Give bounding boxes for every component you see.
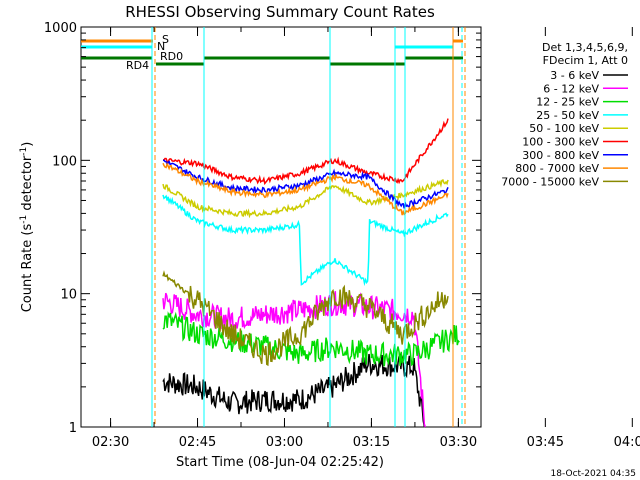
y-tick-label: 1000 xyxy=(44,21,77,36)
state-label: N xyxy=(157,40,165,53)
x-tick-label: 03:45 xyxy=(527,435,564,450)
plot-frame xyxy=(80,26,482,428)
legend-label: 7000 - 15000 keV xyxy=(501,175,599,188)
x-axis-label: Start Time (08-Jun-04 02:25:42) xyxy=(176,455,384,470)
x-tick-label: 03:00 xyxy=(266,435,303,450)
series-line xyxy=(162,178,449,219)
legend-header-line-1: Det 1,3,4,5,6,9, xyxy=(542,41,628,54)
legend-label: 25 - 50 keV xyxy=(536,109,599,122)
state-label: RD4 xyxy=(126,59,149,72)
chart-title: RHESSI Observing Summary Count Rates xyxy=(125,3,435,21)
x-tick-label: 02:45 xyxy=(179,435,216,450)
legend-label: 6 - 12 keV xyxy=(543,82,599,95)
series-line xyxy=(162,194,449,287)
x-tick-label: 03:15 xyxy=(353,435,390,450)
legend-label: 50 - 100 keV xyxy=(529,122,599,135)
legend-header-line-2: FDecim 1, Att 0 xyxy=(543,54,628,67)
series-line xyxy=(162,353,426,428)
legend-label: 100 - 300 keV xyxy=(522,136,599,149)
legend-label: 12 - 25 keV xyxy=(536,96,599,109)
legend-label: 300 - 800 keV xyxy=(522,149,599,162)
series-line xyxy=(163,118,449,186)
y-axis-label: Count Rate (s-1 detector-1) xyxy=(19,142,35,313)
x-tick-label: 03:30 xyxy=(440,435,477,450)
series-line xyxy=(162,162,449,216)
legend-label: 800 - 7000 keV xyxy=(515,162,599,175)
series-line xyxy=(162,291,426,428)
legend: Det 1,3,4,5,6,9, FDecim 1, Att 0 3 - 6 k… xyxy=(501,41,628,188)
series-line xyxy=(162,311,460,367)
state-label: S xyxy=(162,33,169,46)
series-line xyxy=(162,270,449,367)
legend-label: 3 - 6 keV xyxy=(550,69,599,82)
y-tick-label: 100 xyxy=(52,154,77,169)
footer-timestamp: 18-Oct-2021 04:35 xyxy=(551,469,636,479)
y-tick-label: 1 xyxy=(69,421,77,436)
x-tick-label: 04:00 xyxy=(614,435,640,450)
state-label: RD0 xyxy=(160,50,183,63)
x-tick-label: 02:30 xyxy=(92,435,129,450)
y-tick-label: 10 xyxy=(60,288,77,303)
axis-ticks: 1 10 100 1000 02:30 02:45 03:00 03:15 03:30 03:45… xyxy=(44,21,640,450)
series-layer xyxy=(162,118,460,428)
